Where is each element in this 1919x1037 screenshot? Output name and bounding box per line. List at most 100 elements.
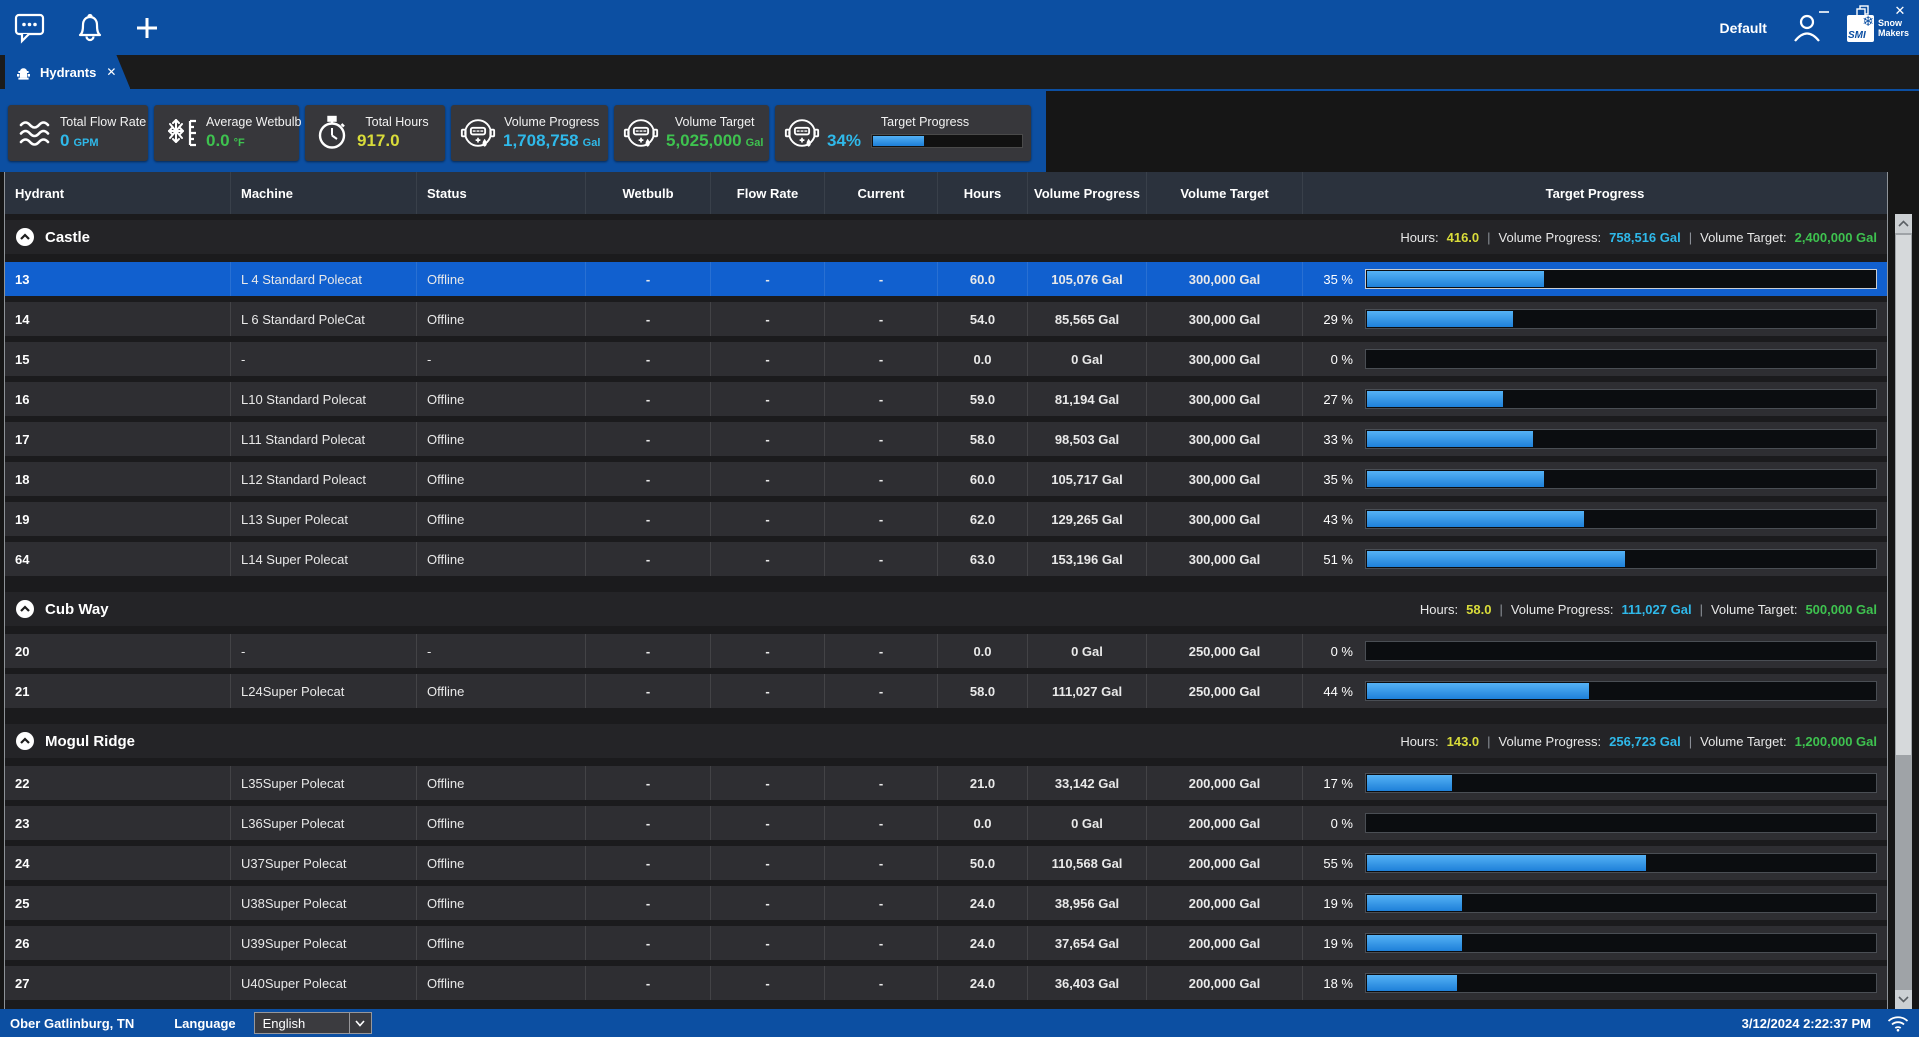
volume-progress-cell: 85,565 Gal (1028, 302, 1147, 336)
group-header-cub-way[interactable]: Cub Way Hours: 58.0 | Volume Progress: 111,02… (5, 592, 1887, 626)
hours-cell: 58.0 (938, 422, 1028, 456)
volume-progress-cell: 111,027 Gal (1028, 674, 1147, 708)
table-row[interactable]: 20- - - - -0.0 0 Gal 250,000 Gal 0 % (5, 634, 1887, 668)
column-header-current[interactable]: Current (825, 172, 938, 214)
summary-label: Volume Target: (1700, 733, 1787, 749)
table-row[interactable]: 17 L11 Standard Polecat Offline - - -58.0 98,5… (5, 422, 1887, 456)
volume-target-cell: 200,000 Gal (1147, 926, 1303, 960)
table-row[interactable]: 24 U37Super Polecat Offline - - -50.0 110,568 … (5, 846, 1887, 880)
table-row[interactable]: 23 L36Super Polecat Offline - - -0.0 0 Gal 200,… (5, 806, 1887, 840)
wetbulb-cell: - (586, 502, 711, 536)
column-header-machine[interactable]: Machine (231, 172, 417, 214)
collapse-chevron-icon[interactable] (15, 227, 35, 247)
hours-cell: 59.0 (938, 382, 1028, 416)
datetime-label: 3/12/2024 2:22:37 PM (1741, 1015, 1871, 1031)
table-row[interactable]: 25 U38Super Polecat Offline - - -24.0 38,956 G… (5, 886, 1887, 920)
table-header: Hydrant Machine Status Wetbulb Flow Rate Curr… (4, 172, 1888, 214)
status-cell: Offline (417, 302, 586, 336)
summary-label: Hours: (1400, 733, 1439, 749)
progress-bar-track (1365, 309, 1877, 329)
wetbulb-cell: - (586, 886, 711, 920)
hydrant-cell: 27 (5, 966, 231, 1000)
profile-name: Default (1719, 20, 1767, 36)
summary-separator: | (1688, 733, 1693, 749)
flow-rate-cell: - (711, 674, 825, 708)
column-header-wetbulb[interactable]: Wetbulb (586, 172, 711, 214)
target-progress-cell: 17 % (1303, 766, 1887, 800)
column-header-target-progress[interactable]: Target Progress (1545, 185, 1645, 201)
column-header-status[interactable]: Status (417, 172, 586, 214)
flow-rate-cell: - (711, 542, 825, 576)
status-cell: Offline (417, 262, 586, 296)
group-header-castle[interactable]: Castle Hours: 416.0 | Volume Progress: 758,51… (5, 220, 1887, 254)
language-selected-value: English (262, 1015, 306, 1031)
hours-cell: 21.0 (938, 766, 1028, 800)
user-account-icon[interactable] (1791, 12, 1823, 44)
hours-cell: 62.0 (938, 502, 1028, 536)
column-header-flow-rate[interactable]: Flow Rate (711, 172, 825, 214)
table-row[interactable]: 18 L12 Standard Poleact Offline - - -60.0 105,… (5, 462, 1887, 496)
table-row[interactable]: 13 L 4 Standard Polecat Offline - - -60.0 105,… (5, 262, 1887, 296)
flow-rate-cell: - (711, 422, 825, 456)
chevron-down-icon (348, 1013, 371, 1033)
table-row[interactable]: 27 U40Super Polecat Offline - - -24.0 36,403 G… (5, 966, 1887, 1000)
volume-progress-cell: 36,403 Gal (1028, 966, 1147, 1000)
collapse-chevron-icon[interactable] (15, 731, 35, 751)
status-cell: - (417, 634, 586, 668)
hours-cell: 0.0 (938, 634, 1028, 668)
percent-label: 0 % (1330, 815, 1353, 831)
summary-value: 58.0 (1466, 601, 1492, 617)
column-header-hours[interactable]: Hours (938, 172, 1028, 214)
column-header-hydrant[interactable]: Hydrant (5, 172, 231, 214)
progress-bar-track (1365, 641, 1877, 661)
summary-label: Volume Progress: (1498, 733, 1602, 749)
summary-value: 500,000 Gal (1805, 601, 1877, 617)
column-header-volume-target[interactable]: Volume Target (1147, 172, 1303, 214)
table-row[interactable]: 14 L 6 Standard PoleCat Offline - - -54.0 85,5… (5, 302, 1887, 336)
table-row[interactable]: 15- - - - -0.0 0 Gal 300,000 Gal 0 % (5, 342, 1887, 376)
table-row[interactable]: 22 L35Super Polecat Offline - - -21.0 33,142 G… (5, 766, 1887, 800)
notifications-bell-icon[interactable] (74, 11, 106, 45)
add-tab-plus-icon[interactable] (134, 15, 160, 41)
volume-target-cell: 300,000 Gal (1147, 342, 1303, 376)
current-cell: - (825, 926, 938, 960)
group-summary: Hours: 143.0 | Volume Progress: 256,723 Gal |… (1400, 734, 1877, 749)
machine-cell: - (231, 342, 417, 376)
group-header-mogul-ridge[interactable]: Mogul Ridge Hours: 143.0 | Volume Progress: 2… (5, 724, 1887, 758)
tab-close-icon[interactable]: ✕ (106, 65, 117, 79)
summary-value: 1,200,000 Gal (1794, 733, 1877, 749)
volume-progress-cell: 105,076 Gal (1028, 262, 1147, 296)
scrollbar-thumb[interactable] (1896, 235, 1911, 755)
column-header-volume-progress[interactable]: Volume Progress (1028, 172, 1147, 214)
minimize-button[interactable] (1817, 5, 1831, 17)
table-row[interactable]: 16 L10 Standard Polecat Offline - - -59.0 81,1… (5, 382, 1887, 416)
tab-hydrants[interactable]: Hydrants ✕ (5, 55, 130, 89)
flow-rate-cell: - (711, 966, 825, 1000)
table-row[interactable]: 19 L13 Super Polecat Offline - - -62.0 129,265… (5, 502, 1887, 536)
table-row[interactable]: 21 L24Super Polecat Offline - - -58.0 111,027 … (5, 674, 1887, 708)
stat-card-label: Average Wetbulb (206, 115, 302, 129)
wetbulb-cell: - (586, 542, 711, 576)
progress-bar-fill (1367, 775, 1452, 791)
current-cell: - (825, 966, 938, 1000)
progress-bar-fill (1367, 311, 1513, 327)
scroll-up-arrow-icon[interactable] (1895, 214, 1912, 233)
current-cell: - (825, 422, 938, 456)
machine-cell: L24Super Polecat (231, 674, 417, 708)
messages-icon[interactable] (14, 11, 46, 45)
vertical-scrollbar[interactable] (1895, 214, 1912, 1009)
percent-label: 29 % (1323, 311, 1353, 327)
close-button[interactable]: ✕ (1894, 3, 1906, 18)
language-select[interactable]: English (253, 1012, 372, 1034)
volume-target-cell: 200,000 Gal (1147, 806, 1303, 840)
collapse-chevron-icon[interactable] (15, 599, 35, 619)
percent-label: 35 % (1323, 471, 1353, 487)
machine-cell: - (231, 634, 417, 668)
volume-target-cell: 200,000 Gal (1147, 886, 1303, 920)
hydrant-cell: 18 (5, 462, 231, 496)
water-meter-icon (783, 114, 821, 152)
table-row[interactable]: 26 U39Super Polecat Offline - - -24.0 37,654 G… (5, 926, 1887, 960)
snowflake-logo-glyph: ❄ (1862, 12, 1874, 29)
table-row[interactable]: 64 L14 Super Polecat Offline - - -63.0 153,196… (5, 542, 1887, 576)
scroll-down-arrow-icon[interactable] (1895, 990, 1912, 1009)
